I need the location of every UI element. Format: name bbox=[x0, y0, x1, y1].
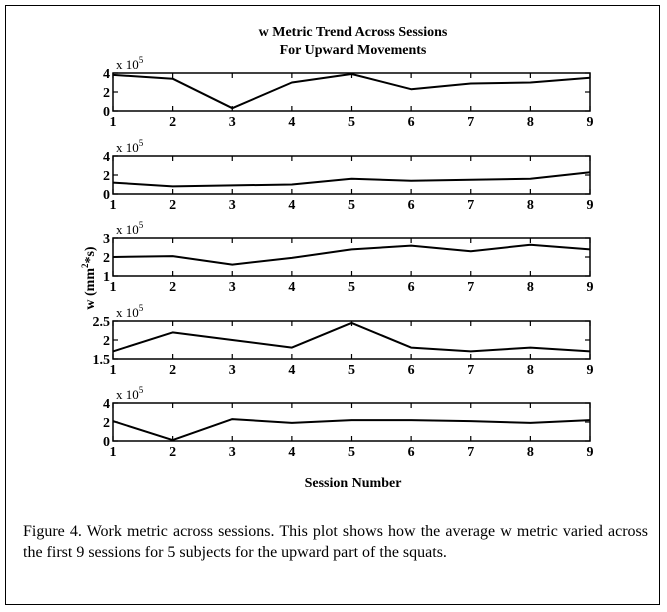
panel-4-exponent-sup: 5 bbox=[139, 303, 144, 313]
chart: w Metric Trend Across Sessions For Upwar… bbox=[80, 25, 594, 491]
panel-4-xtick-label: 6 bbox=[408, 363, 415, 378]
panel-5-xtick-label: 5 bbox=[348, 445, 355, 460]
x-axis-label: Session Number bbox=[305, 476, 402, 491]
panel-4-axes-box bbox=[112, 320, 591, 360]
panel-3-exponent-sup: 5 bbox=[139, 220, 144, 230]
figure-frame: w Metric Trend Across Sessions For Upwar… bbox=[5, 5, 660, 605]
panel-1-xtick-label: 9 bbox=[587, 115, 594, 130]
panel-5-xtick-label: 2 bbox=[169, 445, 176, 460]
y-axis-label-pre: w (mm bbox=[83, 268, 98, 310]
panel-2-axes-box bbox=[112, 155, 591, 195]
y-axis-label-sup: 2 bbox=[80, 263, 90, 268]
panel-1-ytick-label: 2 bbox=[103, 86, 110, 101]
panel-3-xtick-label: 3 bbox=[229, 280, 236, 295]
panel-1-ytick-label: 0 bbox=[103, 105, 110, 120]
panel-4-ytick-label: 2 bbox=[103, 334, 110, 349]
panel-1-xtick-label: 3 bbox=[229, 115, 236, 130]
panel-4-series-line bbox=[112, 321, 591, 353]
panel-5-exponent-sup: 5 bbox=[139, 385, 144, 395]
panel-2-series-line bbox=[112, 171, 591, 188]
y-axis-label-post: *s) bbox=[83, 246, 98, 263]
panel-5-xtick-label: 8 bbox=[527, 445, 534, 460]
chart-title: w Metric Trend Across Sessions bbox=[259, 25, 448, 40]
panel-3-series-line bbox=[112, 243, 591, 266]
panel-4-ytick-label: 1.5 bbox=[93, 353, 111, 368]
panel-3-xtick-label: 4 bbox=[288, 280, 295, 295]
panel-5-xtick-label: 7 bbox=[467, 445, 474, 460]
panel-4-xtick-label: 9 bbox=[587, 363, 594, 378]
panel-2-xtick-label: 5 bbox=[348, 198, 355, 213]
panel-1-exponent-sup: 5 bbox=[139, 55, 144, 65]
panel-4-xtick-label: 3 bbox=[229, 363, 236, 378]
panel-5-ytick-label: 0 bbox=[103, 435, 110, 450]
y-axis-label: w (mm2*s) bbox=[80, 246, 98, 310]
panel-5-ytick-label: 4 bbox=[103, 397, 110, 412]
panel-4: 1 2 3 4 5 6 7 8 91.522.5x 105 bbox=[93, 303, 594, 378]
panel-1-xtick-label: 1 bbox=[110, 115, 117, 130]
panel-4-exponent-label: x 105 bbox=[116, 303, 144, 320]
panel-2-ytick-label: 4 bbox=[103, 150, 110, 165]
panel-3-ytick-label: 3 bbox=[103, 232, 110, 247]
panel-4-xtick-label: 7 bbox=[467, 363, 474, 378]
panel-1-ytick-label: 4 bbox=[103, 67, 110, 82]
panel-2-xtick-label: 8 bbox=[527, 198, 534, 213]
panel-4-xtick-label: 5 bbox=[348, 363, 355, 378]
panel-3-xtick-label: 6 bbox=[408, 280, 415, 295]
panel-1-series-line bbox=[112, 73, 591, 110]
panel-1-xtick-label: 4 bbox=[288, 115, 295, 130]
panel-3-xtick-label: 9 bbox=[587, 280, 594, 295]
panel-2-exponent-sup: 5 bbox=[139, 138, 144, 148]
chart-subtitle: For Upward Movements bbox=[280, 43, 427, 58]
panel-3-ytick-label: 1 bbox=[103, 270, 110, 285]
panel-2-ytick-label: 0 bbox=[103, 188, 110, 203]
panel-3-xtick-label: 2 bbox=[169, 280, 176, 295]
panel-2-xtick-label: 2 bbox=[169, 198, 176, 213]
panel-4-xtick-label: 8 bbox=[527, 363, 534, 378]
panel-5-xtick-label: 6 bbox=[408, 445, 415, 460]
panel-2-xtick-label: 1 bbox=[110, 198, 117, 213]
panel-3-exponent-label: x 105 bbox=[116, 220, 144, 237]
panel-2-xtick-label: 3 bbox=[229, 198, 236, 213]
panel-3-xtick-label: 5 bbox=[348, 280, 355, 295]
panel-5-xtick-label: 4 bbox=[288, 445, 295, 460]
panel-5-series-line bbox=[112, 418, 591, 442]
panel-5-xtick-label: 1 bbox=[110, 445, 117, 460]
panel-2-ytick-label: 2 bbox=[103, 169, 110, 184]
panel-2-xtick-label: 9 bbox=[587, 198, 594, 213]
panel-2-xtick-label: 6 bbox=[408, 198, 415, 213]
panel-4-xtick-label: 2 bbox=[169, 363, 176, 378]
panel-1-exponent-label: x 105 bbox=[116, 55, 144, 72]
panel-3-xtick-label: 1 bbox=[110, 280, 117, 295]
panel-1-xtick-label: 2 bbox=[169, 115, 176, 130]
panel-2-xtick-label: 4 bbox=[288, 198, 295, 213]
panel-5-exponent-label: x 105 bbox=[116, 385, 144, 402]
panel-1-xtick-label: 5 bbox=[348, 115, 355, 130]
panel-1-xtick-label: 7 bbox=[467, 115, 474, 130]
panel-4-ytick-label: 2.5 bbox=[93, 315, 111, 330]
panel-2-xtick-label: 7 bbox=[467, 198, 474, 213]
panel-3-xtick-label: 7 bbox=[467, 280, 474, 295]
panel-5-xtick-label: 9 bbox=[587, 445, 594, 460]
panel-1-xtick-label: 6 bbox=[408, 115, 415, 130]
panel-5-ytick-label: 2 bbox=[103, 416, 110, 431]
panel-1-xtick-label: 8 bbox=[527, 115, 534, 130]
panel-3-xtick-label: 8 bbox=[527, 280, 534, 295]
panel-3-ytick-label: 2 bbox=[103, 251, 110, 266]
panel-5-xtick-label: 3 bbox=[229, 445, 236, 460]
panel-4-xtick-label: 4 bbox=[288, 363, 295, 378]
figure-caption: Figure 4. Work metric across sessions. T… bbox=[23, 523, 648, 561]
panel-4-xtick-label: 1 bbox=[110, 363, 117, 378]
panel-2-exponent-label: x 105 bbox=[116, 138, 144, 155]
panel-1-axes-box bbox=[112, 72, 591, 112]
